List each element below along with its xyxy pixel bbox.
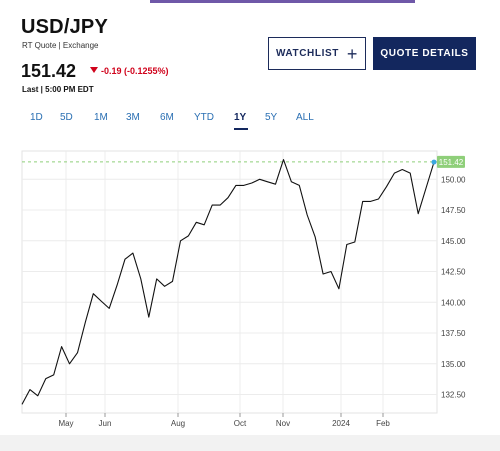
quote-details-button[interactable]: QUOTE DETAILS [373, 37, 476, 70]
plus-icon: + [346, 43, 359, 64]
x-tick-label: May [58, 419, 73, 428]
x-tick-label: Feb [376, 419, 390, 428]
y-tick-label: 150.00 [441, 175, 466, 184]
x-tick-label: Aug [171, 419, 185, 428]
price-line [21, 159, 435, 405]
range-all[interactable]: ALL [296, 112, 314, 123]
y-tick-label: 140.00 [441, 298, 466, 307]
range-5d[interactable]: 5D [60, 112, 73, 123]
last-update-time: Last | 5:00 PM EDT [22, 85, 94, 94]
range-1d[interactable]: 1D [30, 112, 43, 123]
range-3m[interactable]: 3M [126, 112, 140, 123]
top-bar-accent [150, 0, 415, 3]
range-1y[interactable]: 1Y [234, 112, 247, 123]
price-series [21, 159, 435, 405]
last-price-badge [437, 155, 465, 168]
quote-details-label: QUOTE DETAILS [380, 48, 469, 59]
price-change-value: -0.19 (-0.1255%) [101, 66, 169, 76]
range-1m[interactable]: 1M [94, 112, 108, 123]
x-axis-ticks: May Jun Aug Oct Nov 2024 Feb [58, 419, 390, 428]
last-point-dot [431, 159, 437, 165]
last-price-marker: 151.42 [431, 155, 465, 168]
footer-band [0, 435, 500, 451]
chart-grid [21, 150, 438, 417]
watchlist-button[interactable]: WATCHLIST + [268, 37, 366, 70]
y-tick-label: 147.50 [441, 206, 466, 215]
range-ytd[interactable]: YTD [194, 112, 214, 123]
symbol-title: USD/JPY [21, 16, 108, 38]
y-tick-label: 145.00 [441, 237, 466, 246]
y-tick-label: 137.50 [441, 329, 466, 338]
x-tick-label: Oct [234, 419, 247, 428]
quote-source: RT Quote | Exchange [22, 41, 99, 50]
x-tick-label: Jun [99, 419, 112, 428]
last-price-badge-label: 151.42 [439, 158, 464, 167]
y-tick-label: 132.50 [441, 391, 466, 400]
y-axis-ticks: 132.50 135.00 137.50 140.00 142.50 145.00 147.… [441, 175, 466, 399]
price-change: -0.19 (-0.1255%) [90, 66, 169, 76]
x-tick-label: 2024 [332, 419, 350, 428]
watchlist-label: WATCHLIST [275, 48, 339, 59]
price-chart[interactable]: 132.50 135.00 137.50 140.00 142.50 145.00 147.… [0, 145, 500, 435]
last-price: 151.42 [21, 61, 77, 81]
range-6m[interactable]: 6M [160, 112, 174, 123]
y-tick-label: 142.50 [441, 268, 466, 277]
y-tick-label: 135.00 [441, 360, 466, 369]
selected-range-underline [234, 128, 248, 130]
x-tick-label: Nov [276, 419, 290, 428]
down-triangle-icon [90, 67, 98, 73]
range-5y[interactable]: 5Y [265, 112, 278, 123]
plot-area-border [21, 150, 438, 414]
